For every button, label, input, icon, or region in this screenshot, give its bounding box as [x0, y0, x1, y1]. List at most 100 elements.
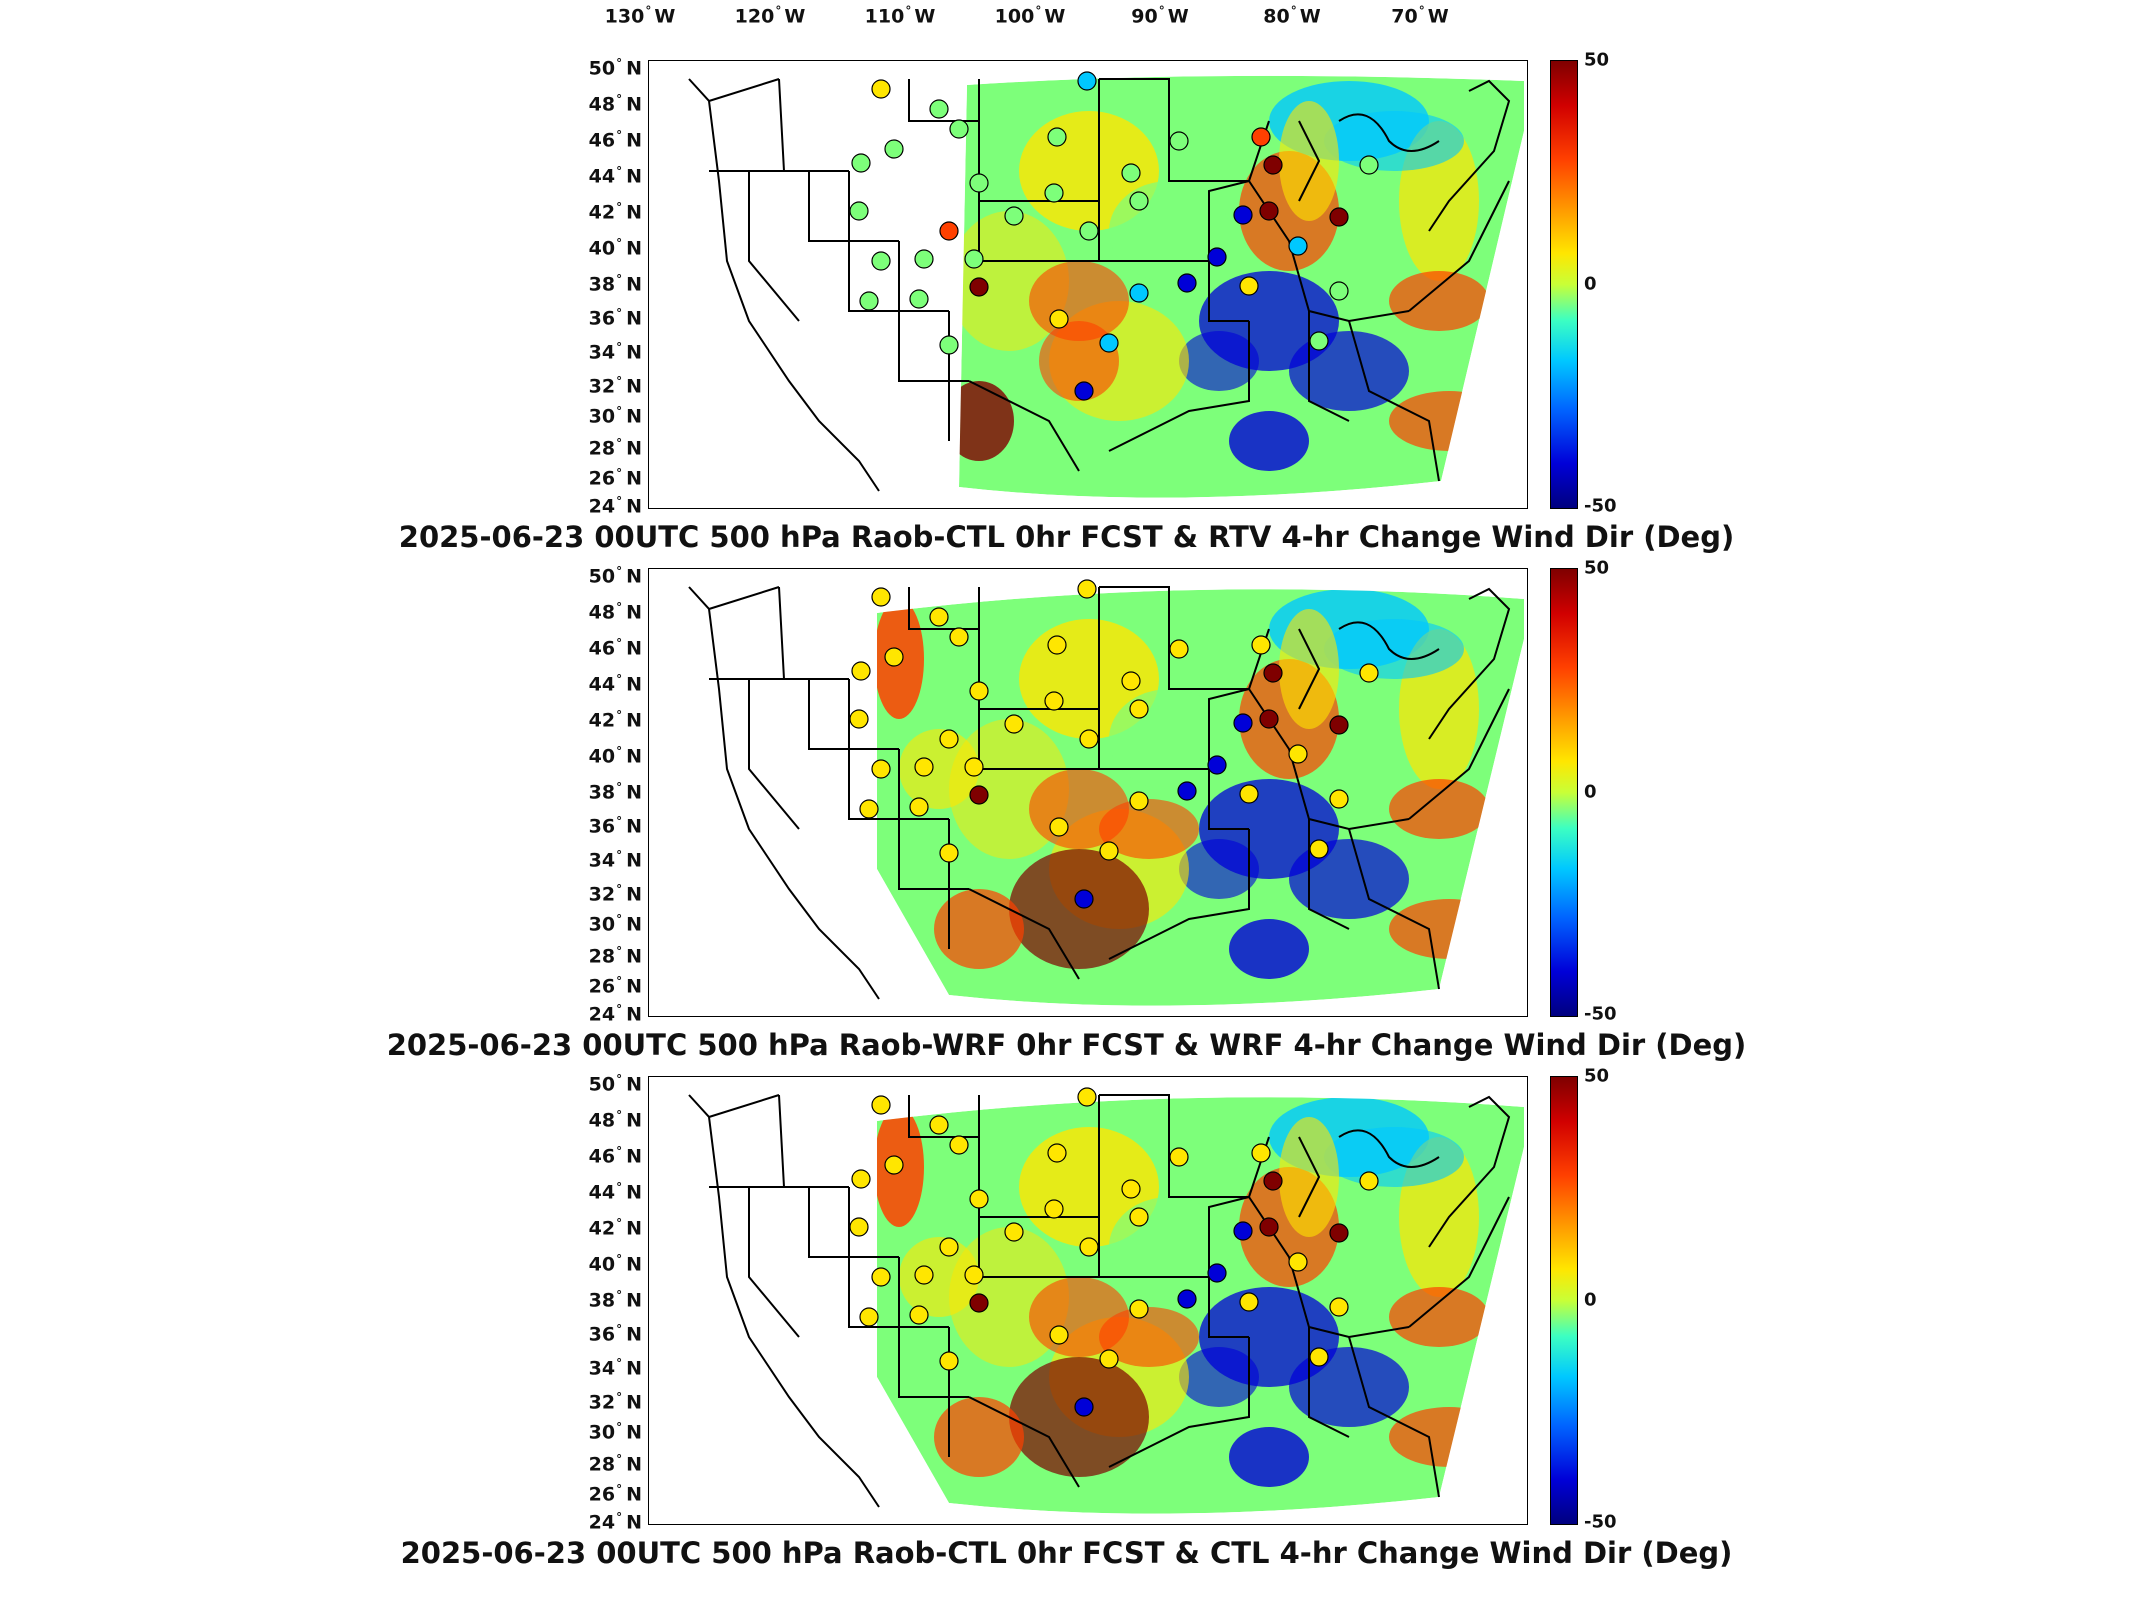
boundary-line: [708, 586, 849, 830]
field-patch: [1109, 181, 1229, 281]
raob-station-marker: [1309, 331, 1329, 351]
field-patch: [959, 381, 1014, 461]
longitude-label: 120° W: [734, 4, 806, 28]
latitude-label: 26° N: [588, 466, 642, 490]
latitude-labels: 50° N 48° N 46° N 44° N 42° N 40° N 38° N 36° N 34° N 32° N…: [570, 1072, 642, 1536]
raob-station-marker: [1099, 841, 1119, 861]
raob-station-marker: [969, 1189, 989, 1209]
raob-station-marker: [1077, 579, 1097, 599]
field-patch: [1179, 1347, 1259, 1407]
raob-station-marker: [1079, 1237, 1099, 1257]
map-panel: 50° N 48° N 46° N 44° N 42° N 40° N 38° N 36° N 34° N 32° N…: [0, 558, 2133, 1076]
raob-station-marker: [964, 757, 984, 777]
panel-title: 2025-06-23 00UTC 500 hPa Raob-WRF 0hr FC…: [386, 1028, 1747, 1062]
raob-station-marker: [1251, 127, 1271, 147]
field-patch: [1279, 609, 1339, 729]
raob-station-marker: [884, 647, 904, 667]
raob-station-marker: [1207, 1263, 1227, 1283]
boundary-line: [1348, 688, 1510, 990]
raob-station-marker: [949, 1135, 969, 1155]
raob-station-marker: [871, 79, 891, 99]
boundary-line: [908, 1095, 1080, 1488]
colorbar-tick-label: 50: [1584, 557, 1610, 579]
colorbar-tick-label: 50: [1584, 49, 1610, 71]
map-canvas: [688, 71, 1524, 498]
colorbar-tick-label: 0: [1584, 1289, 1597, 1311]
boundary-line: [978, 587, 1100, 770]
raob-station-marker: [1129, 699, 1149, 719]
raob-station-marker: [1329, 281, 1349, 301]
field-patch: [1039, 321, 1119, 401]
field-patch: [934, 1397, 1024, 1477]
raob-station-marker: [1207, 247, 1227, 267]
colorbar: [1550, 568, 1578, 1017]
raob-station-marker: [1329, 1297, 1349, 1317]
latitude-label: 34° N: [588, 1356, 642, 1380]
boundary-line: [1428, 79, 1511, 232]
boundary-line: [808, 171, 969, 382]
boundary-line: [1099, 78, 1270, 322]
raob-station-marker: [1259, 1217, 1279, 1237]
field-patch: [1109, 1197, 1229, 1297]
map-panel: 50° N 48° N 46° N 44° N 42° N 40° N 38° N 36° N 34° N 32° N…: [0, 50, 2133, 568]
panel-title: 2025-06-23 00UTC 500 hPa Raob-CTL 0hr FC…: [398, 520, 1735, 554]
latitude-label: 40° N: [588, 1252, 642, 1276]
latitude-label: 28° N: [588, 944, 642, 968]
longitude-label: 100° W: [994, 4, 1066, 28]
latitude-label: 30° N: [588, 404, 642, 428]
colorbar-tick-label: 0: [1584, 781, 1597, 803]
raob-station-marker: [871, 1267, 891, 1287]
raob-station-marker: [1288, 1252, 1308, 1272]
latitude-label: 42° N: [588, 1216, 642, 1240]
raob-station-marker: [1309, 839, 1329, 859]
raob-station-marker: [909, 289, 929, 309]
raob-station-marker: [1169, 131, 1189, 151]
boundary-line: [1108, 1327, 1350, 1468]
raob-station-marker: [914, 1265, 934, 1285]
field-patch: [1099, 1307, 1199, 1367]
raob-station-marker: [1129, 1207, 1149, 1227]
field-patch: [1179, 839, 1259, 899]
boundary-line: [708, 78, 849, 322]
latitude-labels: 50° N 48° N 46° N 44° N 42° N 40° N 38° N 36° N 34° N 32° N…: [570, 564, 642, 1028]
state-boundaries: [688, 586, 1511, 1000]
raob-stations: [849, 71, 1379, 401]
raob-station-marker: [949, 627, 969, 647]
raob-station-marker: [1177, 1289, 1197, 1309]
latitude-label: 28° N: [588, 436, 642, 460]
latitude-label: 40° N: [588, 236, 642, 260]
field-patch: [1289, 839, 1409, 919]
boundary-line: [1348, 1196, 1510, 1498]
raob-station-marker: [1288, 236, 1308, 256]
raob-station-marker: [1077, 1087, 1097, 1107]
raob-station-marker: [1263, 1171, 1283, 1191]
raob-station-marker: [964, 249, 984, 269]
field-patch: [1324, 111, 1464, 171]
raob-station-marker: [1329, 1223, 1349, 1243]
latitude-label: 24° N: [588, 1510, 642, 1534]
raob-station-marker: [929, 99, 949, 119]
raob-station-marker: [969, 681, 989, 701]
raob-station-marker: [939, 221, 959, 241]
boundary-line: [1108, 819, 1350, 960]
colorbar-tick-label: -50: [1584, 495, 1617, 517]
latitude-label: 46° N: [588, 1144, 642, 1168]
raob-station-marker: [1233, 1221, 1253, 1241]
panel-title: 2025-06-23 00UTC 500 hPa Raob-CTL 0hr FC…: [400, 1536, 1733, 1570]
boundary-line: [908, 587, 1080, 980]
raob-station-marker: [1207, 755, 1227, 775]
field-patch: [1389, 271, 1489, 331]
latitude-label: 50° N: [588, 1072, 642, 1096]
raob-station-marker: [1047, 127, 1067, 147]
raob-station-marker: [939, 335, 959, 355]
raob-station-marker: [1004, 206, 1024, 226]
latitude-label: 38° N: [588, 1288, 642, 1312]
raob-station-marker: [1329, 207, 1349, 227]
latitude-label: 30° N: [588, 1420, 642, 1444]
raob-station-marker: [1121, 163, 1141, 183]
raob-station-marker: [1049, 1325, 1069, 1345]
latitude-label: 36° N: [588, 306, 642, 330]
raob-station-marker: [929, 1115, 949, 1135]
field-patch: [1109, 689, 1229, 789]
field-patch: [1279, 101, 1339, 221]
